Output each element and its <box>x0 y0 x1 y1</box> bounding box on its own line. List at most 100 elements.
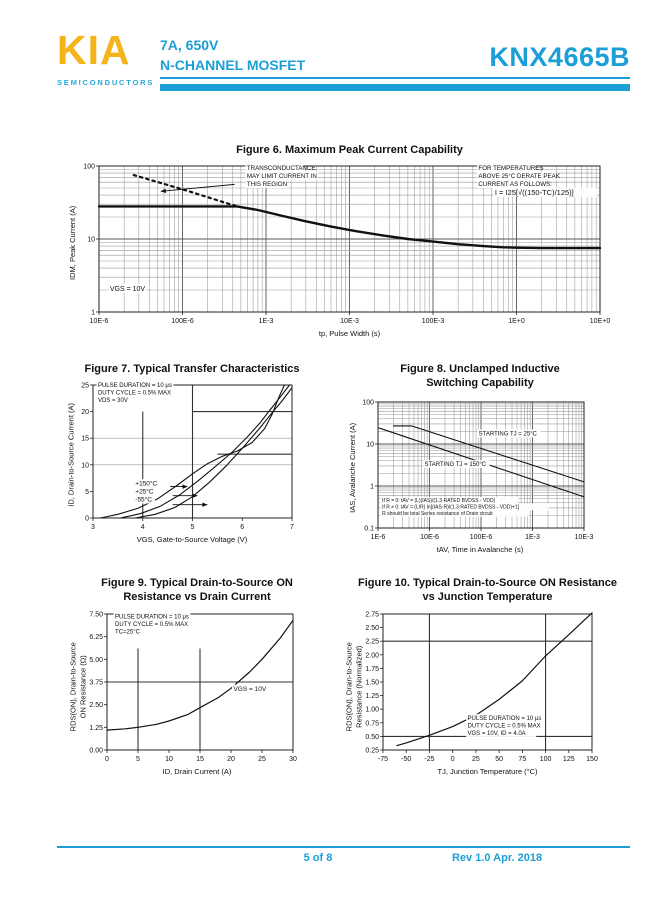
spec-rating: 7A, 650V <box>160 37 219 53</box>
fig10-y-tick: 0.50 <box>365 733 379 740</box>
fig8-annotation: STARTING TJ = 25°C <box>479 431 538 437</box>
figure-6-xlabel: tp, Pulse Width (s) <box>318 329 381 339</box>
fig6-x-tick: 100E-3 <box>422 318 445 325</box>
fig10-y-tick: 2.00 <box>365 652 379 659</box>
fig8-x-tick: 10E-6 <box>420 534 439 541</box>
fig10-x-tick: 100 <box>540 756 552 763</box>
fig9-x-tick: 30 <box>289 756 297 763</box>
figure-8-chart: 1E-6 10E-6 100E-6 1E-3 10E-3 0.1 1 10 100 STARTIN… <box>362 399 594 541</box>
fig8-annotation: If R = 0: tAV = (L)(IAS)/(1.3·RATED BVDS… <box>382 497 496 503</box>
fig9-x-tick: 20 <box>227 756 235 763</box>
figure-7: Figure 7. Typical Transfer Characteristi… <box>55 362 317 544</box>
fig7-y-tick: 15 <box>81 436 89 443</box>
fig7-x-tick: 6 <box>240 524 244 531</box>
part-number: KNX4665B <box>489 42 630 72</box>
figure-7-chart: 3 4 5 6 7 0 5 10 15 20 25 PULSE DURATION = 10 μs DUT… <box>81 381 294 531</box>
fig10-y-tick: 1.00 <box>365 706 379 713</box>
fig7-series-curve-minus55C <box>134 387 293 519</box>
fig7-y-tick: 5 <box>85 489 89 496</box>
fig6-annotation: CURRENT AS FOLLOWS: <box>478 181 552 188</box>
fig7-y-tick: 20 <box>81 409 89 416</box>
figure-9-chart: 0 5 10 15 20 25 30 0.00 1.25 2.50 3.75 5.00 6.25 7.50… <box>89 611 297 763</box>
device-spec: 7A, 650V N-CHANNEL MOSFET <box>160 36 305 75</box>
fig9-y-tick: 3.75 <box>89 679 103 686</box>
fig9-x-tick: 5 <box>136 756 140 763</box>
fig10-y-tick: 1.50 <box>365 679 379 686</box>
fig8-annotation: If R ≠ 0: tAV = (L/R) ln[(IAS·R)/(1.3·RA… <box>382 504 520 510</box>
fig7-series-curve-150C <box>99 384 286 519</box>
figure-9-title: Figure 9. Typical Drain-to-Source ON Res… <box>101 577 293 604</box>
figure-6: Figure 6. Maximum Peak Current Capabilit… <box>55 143 630 338</box>
fig7-series-curve-25C <box>119 384 291 519</box>
figure-7-title: Figure 7. Typical Transfer Characteristi… <box>84 363 300 375</box>
fig8-x-tick: 10E-3 <box>575 534 594 541</box>
fig9-x-tick: 10 <box>165 756 173 763</box>
fig9-series-rdson-vs-id <box>106 619 294 731</box>
fig7-arrowhead <box>202 502 208 508</box>
fig6-annotation: TRANSCONDUCTANCE <box>247 165 316 172</box>
figure-6-chart: 10E-6 100E-6 1E-3 10E-3 100E-3 1E+0 10E+0 1 10 10… <box>83 164 611 326</box>
fig9-y-tick: 2.50 <box>89 702 103 709</box>
figure-7-ylabel: ID, Drain-to-Source Current (A) <box>66 403 76 508</box>
fig6-annotation: THIS REGION <box>247 181 287 188</box>
fig9-y-tick: 5.00 <box>89 656 103 663</box>
kia-logo: KIA <box>57 27 131 73</box>
header-rule-thick <box>160 84 630 91</box>
fig10-x-tick: -50 <box>401 756 411 763</box>
figure-6-title: Figure 6. Maximum Peak Current Capabilit… <box>236 144 463 156</box>
fig7-x-tick: 4 <box>141 524 145 531</box>
fig6-x-tick: 1E+0 <box>508 318 525 325</box>
header-rule-thin <box>160 77 630 79</box>
fig6-annotation: VGS = 10V <box>110 286 146 293</box>
fig10-series-rdson-vs-tj <box>396 611 593 746</box>
fig7-y-tick: 10 <box>81 463 89 470</box>
fig6-annotation: MAY LIMIT CURRENT IN <box>247 173 317 180</box>
fig9-y-tick: 1.25 <box>89 724 103 731</box>
fig6-series-peak-current-limit <box>97 205 602 250</box>
fig10-x-tick: -25 <box>424 756 434 763</box>
fig10-x-tick: 0 <box>451 756 455 763</box>
fig9-annotation: TC=25°C <box>115 629 141 635</box>
figure-8-xlabel: tAV, Time in Avalanche (s) <box>436 544 524 554</box>
figure-9-xlabel: ID, Drain Current (A) <box>162 766 232 776</box>
fig7-arrowhead <box>182 484 188 490</box>
fig10-y-tick: 2.25 <box>365 638 379 645</box>
fig6-x-tick: 10E-3 <box>340 318 359 325</box>
fig7-x-tick: 3 <box>91 524 95 531</box>
figure-9-ylabel: RDS(ON), Drain-to-Source ON Resistance (… <box>68 641 87 731</box>
fig7-annotation: +150°C <box>135 480 157 488</box>
fig8-series-avalanche-25C <box>392 424 585 483</box>
fig10-annotation: VGS = 10V, ID = 4.0A <box>468 731 526 737</box>
fig10-x-tick: 50 <box>495 756 503 763</box>
spec-type: N-CHANNEL MOSFET <box>160 56 306 73</box>
fig9-y-tick: 7.50 <box>89 611 103 618</box>
logo-subtitle: SEMICONDUCTORS <box>57 78 155 87</box>
fig6-y-tick: 1 <box>91 310 95 317</box>
fig10-y-tick: 0.75 <box>365 720 379 727</box>
fig7-x-tick: 7 <box>290 524 294 531</box>
fig6-x-tick: 10E+0 <box>590 318 611 325</box>
fig10-y-tick: 1.25 <box>365 693 379 700</box>
fig10-y-tick: 1.75 <box>365 665 379 672</box>
fig7-x-tick: 5 <box>191 524 195 531</box>
fig10-annotation: DUTY CYCLE = 0.5% MAX <box>468 723 541 729</box>
figure-8-ylabel: IAS, Avalanche Current (A) <box>348 422 358 513</box>
fig6-arrow <box>160 184 235 193</box>
fig8-annotation: STARTING TJ = 150°C <box>425 462 487 468</box>
fig8-x-tick: 1E-6 <box>371 534 386 541</box>
fig7-y-tick: 0 <box>85 516 89 523</box>
figure-8: Figure 8. Unclamped Inductive Switching … <box>336 362 612 554</box>
fig8-y-tick: 100 <box>362 399 374 406</box>
figure-8-title: Figure 8. Unclamped Inductive Switching … <box>400 363 560 390</box>
fig8-y-tick: 1 <box>370 483 374 490</box>
figure-10-chart: -75 -50 -25 0 25 50 75 100 125 150 0.25 0.50 0.75 1.0… <box>365 611 598 763</box>
fig6-y-tick: 10 <box>87 237 95 244</box>
footer-rule <box>57 846 630 848</box>
fig9-annotation: DUTY CYCLE = 0.5% MAX <box>115 622 188 628</box>
fig7-annotation: DUTY CYCLE = 0.5% MAX <box>98 391 171 397</box>
fig6-annotation: FOR TEMPERATURES <box>478 165 543 172</box>
figure-6-ylabel: IDM, Peak Current (A) <box>68 206 78 281</box>
fig7-annotation: VDS = 30V <box>98 398 128 404</box>
revision-label: Rev 1.0 Apr. 2018 <box>452 852 543 864</box>
